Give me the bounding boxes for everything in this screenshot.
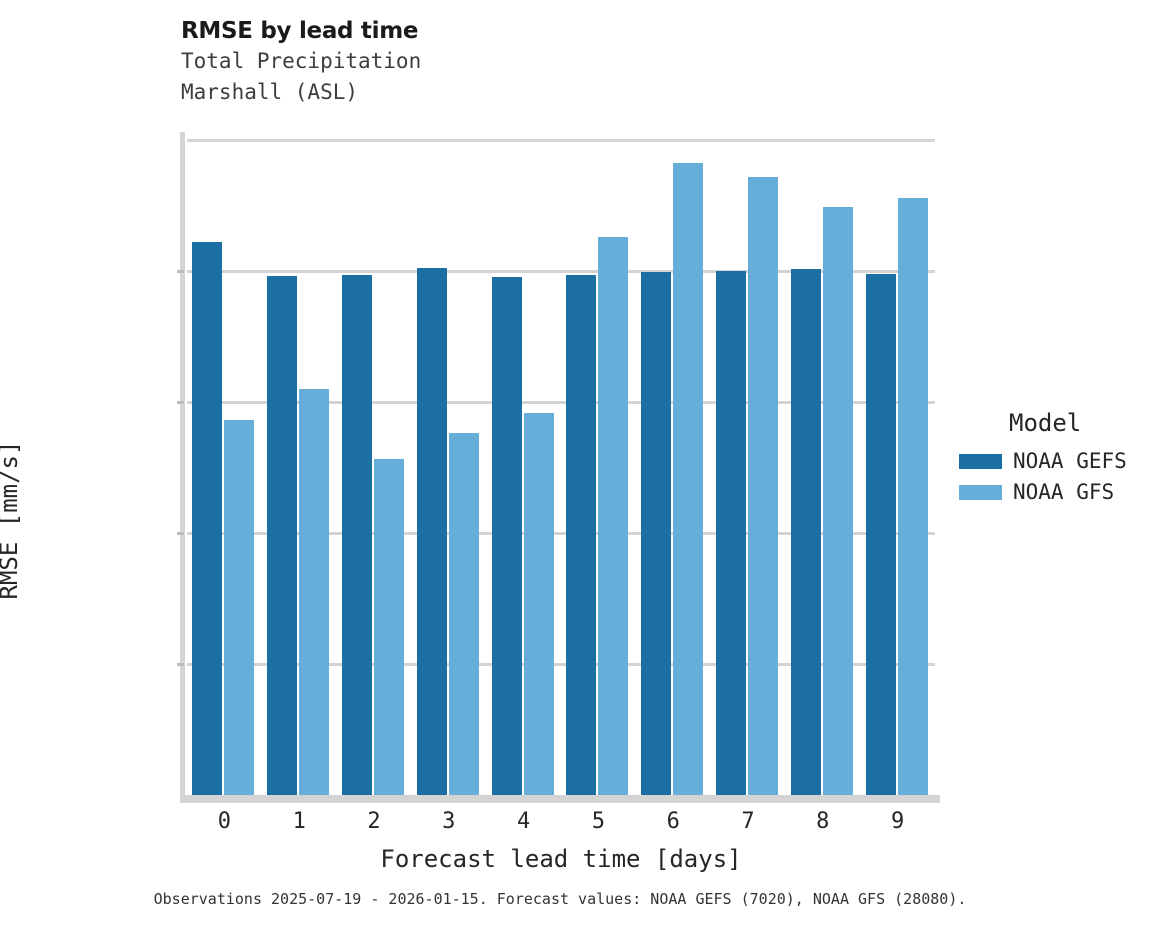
bar-noaa-gfs-lead-5	[598, 237, 629, 795]
x-tick-label: 0	[217, 809, 232, 834]
x-tick-label: 9	[890, 809, 905, 834]
bar-noaa-gfs-lead-9	[897, 198, 928, 795]
bar-noaa-gfs-lead-2	[374, 458, 404, 795]
bar-noaa-gefs-lead-4	[491, 276, 522, 795]
bar-noaa-gefs-lead-6	[641, 271, 672, 795]
y-gridline	[187, 532, 935, 535]
y-tick-mark	[177, 663, 184, 666]
x-tick-label: 7	[741, 809, 755, 834]
bar-noaa-gfs-lead-4	[523, 413, 554, 795]
bar-noaa-gefs-lead-1	[267, 275, 298, 795]
y-axis-title: RMSE [mm/s]	[0, 440, 23, 600]
legend-entries: NOAA GEFS NOAA GFS	[959, 446, 1175, 508]
bar-noaa-gefs-lead-8	[790, 269, 821, 795]
x-axis-spine	[180, 795, 940, 803]
y-tick-mark	[177, 270, 184, 273]
legend-item-noaa-gfs[interactable]: NOAA GFS	[959, 477, 1175, 508]
y-axis-spine	[180, 132, 185, 803]
bar-noaa-gfs-lead-1	[299, 389, 330, 795]
bar-noaa-gefs-lead-0	[192, 242, 223, 795]
y-tick-mark	[177, 532, 184, 535]
bar-noaa-gefs-lead-5	[566, 274, 597, 795]
y-gridline	[187, 663, 935, 666]
bar-noaa-gefs-lead-2	[342, 274, 372, 795]
bar-noaa-gfs-lead-0	[224, 419, 255, 795]
chart-subtitle-variable: Total Precipitation	[181, 49, 422, 73]
chart-subtitle-location: Marshall (ASL)	[181, 80, 359, 104]
x-tick-label: 2	[367, 809, 381, 834]
x-tick-label: 8	[816, 809, 830, 834]
bar-noaa-gefs-lead-7	[716, 270, 746, 795]
y-tick-mark	[177, 401, 184, 404]
chart-title: RMSE by lead time	[181, 18, 419, 44]
x-tick-label: 5	[591, 809, 606, 834]
y-gridline	[187, 401, 935, 404]
title-block: RMSE by lead time Total Precipitation Ma…	[181, 16, 881, 108]
legend-swatch	[959, 454, 1002, 469]
y-gridline	[187, 270, 935, 273]
legend: Model NOAA GEFS NOAA GFS	[959, 408, 1175, 508]
y-gridline	[187, 139, 935, 142]
x-tick-label: 1	[292, 809, 306, 834]
bar-noaa-gfs-lead-7	[748, 176, 778, 795]
bar-noaa-gefs-lead-3	[416, 267, 447, 795]
plot-area	[177, 139, 935, 795]
bar-noaa-gfs-lead-6	[673, 162, 704, 795]
legend-swatch	[959, 485, 1002, 500]
legend-label: NOAA GFS	[1013, 480, 1115, 504]
legend-title: Model	[1009, 409, 1082, 437]
x-tick-label: 4	[516, 809, 531, 834]
x-axis-title: Forecast lead time [days]	[380, 845, 742, 873]
x-tick-label: 3	[442, 809, 456, 834]
legend-label: NOAA GEFS	[1013, 449, 1127, 473]
bar-noaa-gfs-lead-3	[448, 432, 479, 795]
x-tick-label: 6	[666, 809, 680, 834]
legend-item-noaa-gefs[interactable]: NOAA GEFS	[959, 446, 1175, 477]
bar-noaa-gfs-lead-8	[822, 206, 853, 795]
bar-noaa-gefs-lead-9	[865, 274, 896, 795]
footer-note: Observations 2025-07-19 - 2026-01-15. Fo…	[153, 890, 967, 908]
